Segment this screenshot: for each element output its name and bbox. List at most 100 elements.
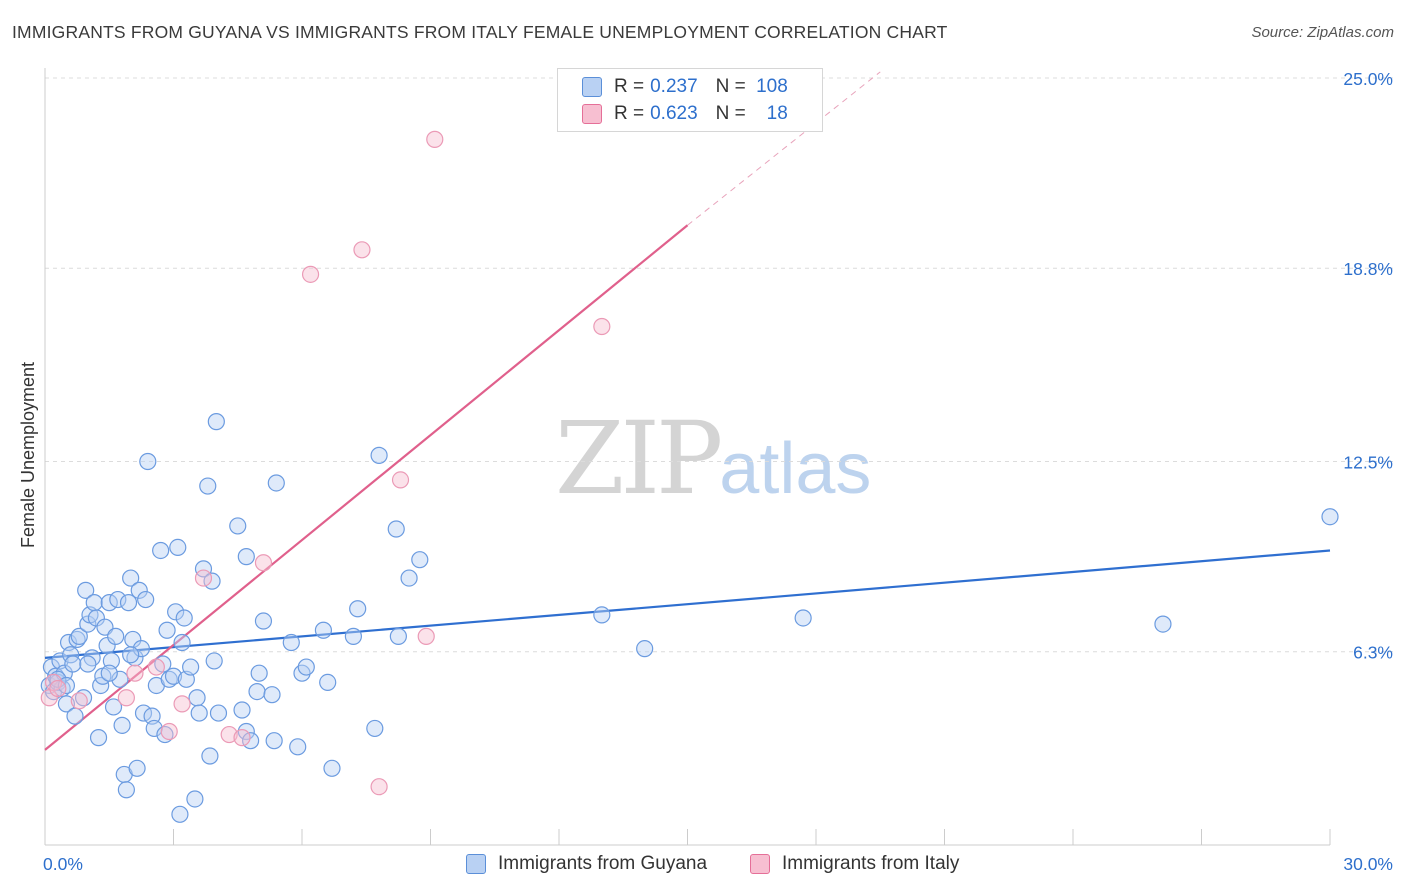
y-tick-label: 25.0%	[1343, 69, 1393, 89]
watermark-atlas: atlas	[719, 429, 872, 509]
bottom-guyana-swatch	[466, 854, 486, 874]
guyana-point	[169, 538, 187, 557]
bottom-legend-guyana: Immigrants from Guyana	[466, 851, 707, 877]
guyana-point	[229, 517, 247, 535]
italy-trend-line	[44, 224, 689, 751]
italy-point	[173, 695, 191, 713]
guyana-point	[122, 569, 140, 587]
guyana-point	[636, 640, 654, 658]
guyana-point	[349, 600, 367, 618]
guyana-point	[85, 594, 103, 612]
italy-point	[160, 722, 178, 741]
guyana-point	[87, 609, 106, 627]
italy-point	[126, 664, 144, 682]
y-tick-label: 18.8%	[1343, 259, 1393, 279]
guyana-point	[119, 594, 138, 612]
bottom-italy-swatch	[750, 854, 770, 874]
italy-point	[70, 692, 88, 710]
y-tick-label: 6.3%	[1353, 643, 1393, 663]
guyana-point	[57, 695, 76, 713]
x-tick-label-min: 0.0%	[43, 854, 83, 874]
guyana-n-value: 108	[756, 76, 788, 97]
italy-point	[147, 658, 165, 676]
guyana-point	[207, 413, 225, 431]
guyana-point	[201, 747, 219, 765]
guyana-point	[171, 805, 189, 823]
italy-point	[417, 627, 435, 645]
guyana-point	[1321, 508, 1339, 526]
guyana-point	[400, 569, 418, 587]
guyana-point	[175, 609, 193, 627]
guyana-point	[366, 719, 384, 738]
guyana-point	[199, 477, 217, 495]
guyana-point	[314, 621, 333, 639]
guyana-point	[182, 658, 200, 676]
guyana-point	[190, 704, 208, 722]
guyana-point	[152, 541, 170, 560]
italy-point	[301, 265, 320, 283]
italy-point	[254, 554, 273, 572]
guyana-trend-line	[44, 549, 1331, 659]
grid	[45, 77, 1395, 653]
italy-point	[49, 679, 67, 698]
guyana-point	[387, 520, 405, 538]
guyana-point	[265, 732, 283, 750]
y-axis-label: Female Unemployment	[18, 362, 38, 548]
guyana-point	[411, 551, 429, 569]
guyana-point	[263, 686, 281, 704]
guyana-point	[68, 630, 86, 649]
italy-trend-extension	[687, 71, 881, 226]
legend-row-guyana: R = 0.237 N = 108	[582, 75, 788, 99]
italy-swatch	[582, 104, 602, 124]
italy-point	[426, 130, 444, 148]
guyana-point	[104, 698, 123, 716]
guyana-point	[370, 446, 388, 464]
y-tick-label: 12.5%	[1343, 453, 1393, 473]
guyana-point	[128, 759, 146, 777]
guyana-point	[323, 759, 341, 777]
guyana-point	[130, 581, 148, 599]
guyana-point	[194, 560, 213, 578]
guyana-point	[282, 633, 300, 652]
guyana-n-label: N =	[715, 76, 746, 97]
legend-row-italy: R = 0.623 N = 18	[582, 102, 788, 126]
italy-point	[593, 317, 611, 336]
guyana-point	[66, 707, 84, 725]
guyana-point	[250, 664, 268, 682]
guyana-point	[237, 548, 255, 566]
guyana-point	[233, 701, 251, 719]
guyana-point	[794, 609, 812, 627]
guyana-point	[132, 640, 150, 658]
guyana-point	[77, 581, 95, 599]
italy-n-value: 18	[766, 103, 788, 124]
guyana-point	[70, 627, 88, 645]
guyana-point	[209, 704, 228, 722]
watermark: ZIPatlas	[555, 400, 871, 517]
data-points	[40, 130, 1339, 823]
italy-point	[233, 729, 251, 747]
guyana-point	[137, 590, 155, 609]
guyana-point	[107, 627, 125, 645]
guyana-point	[64, 655, 82, 673]
italy-point	[220, 725, 238, 744]
guyana-point	[117, 781, 135, 799]
guyana-point	[89, 729, 108, 747]
guyana-point	[113, 716, 131, 734]
guyana-swatch	[582, 77, 602, 97]
guyana-point	[344, 627, 362, 645]
guyana-point	[79, 655, 97, 673]
bottom-legend-italy: Immigrants from Italy	[750, 851, 959, 877]
x-tick-label-max: 30.0%	[1343, 854, 1393, 874]
italy-r-label: R =	[614, 103, 645, 124]
guyana-point	[267, 474, 285, 492]
guyana-point	[111, 670, 129, 688]
guyana-point	[164, 667, 183, 685]
italy-point	[391, 471, 410, 489]
italy-point	[353, 241, 371, 259]
guyana-point	[1154, 615, 1172, 633]
guyana-point	[593, 606, 611, 624]
bottom-guyana-label: Immigrants from Guyana	[498, 853, 708, 874]
italy-point	[194, 569, 213, 587]
italy-point	[117, 689, 135, 707]
tick-labels: 6.3% 12.5% 18.8% 25.0% 0.0% 30.0%	[43, 69, 1393, 874]
